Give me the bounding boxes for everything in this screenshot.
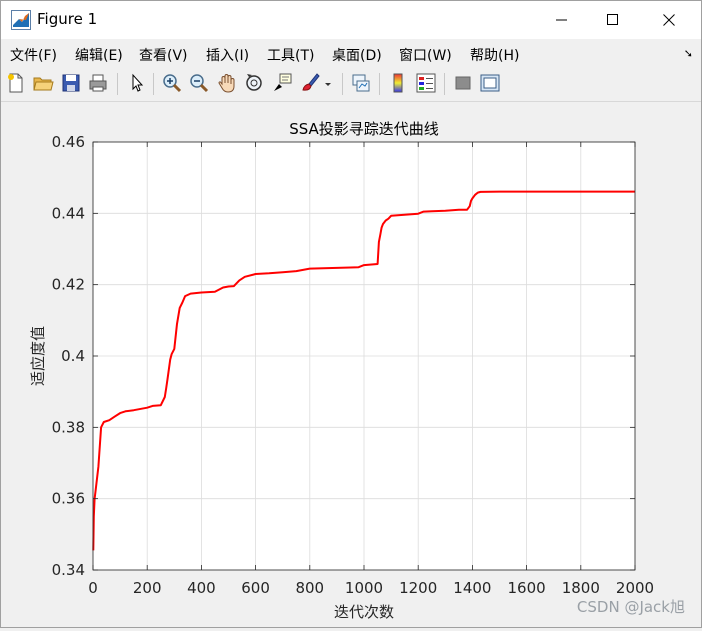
data-cursor-icon[interactable]: [271, 72, 293, 94]
window-title: Figure 1: [37, 10, 98, 28]
dock-arrow-icon[interactable]: ➘: [683, 47, 693, 60]
y-tick-label: 0.44: [52, 204, 85, 222]
menu-insert[interactable]: 插入(I): [206, 48, 250, 64]
series-line: [92, 190, 635, 551]
x-tick-label: 200: [133, 579, 162, 597]
x-axis-label: 迭代次数: [334, 603, 394, 621]
title-bar[interactable]: Figure 1: [1, 1, 701, 39]
print-icon[interactable]: [87, 72, 109, 94]
y-tick-label: 0.36: [52, 490, 85, 508]
toolbar-separator: [153, 73, 154, 95]
x-tick-label: 2000: [616, 579, 654, 597]
legend-icon[interactable]: [415, 72, 437, 94]
toolbar-separator: [444, 73, 445, 95]
x-tick-label: 1400: [453, 579, 491, 597]
minimize-button[interactable]: [539, 1, 585, 39]
toolbar-separator: [117, 73, 118, 95]
y-tick-label: 0.4: [61, 347, 85, 365]
x-tick-label: 1000: [345, 579, 383, 597]
matlab-logo-icon: [11, 10, 31, 30]
x-tick-label: 1200: [399, 579, 437, 597]
y-axis-label: 适应度值: [29, 326, 47, 386]
rotate-3d-icon[interactable]: [243, 72, 265, 94]
minimize-icon: [556, 19, 567, 21]
menu-file[interactable]: 文件(F): [10, 48, 57, 64]
y-tick-label: 0.46: [52, 133, 85, 151]
zoom-out-icon[interactable]: [188, 72, 210, 94]
close-button[interactable]: [646, 1, 692, 39]
menu-window[interactable]: 窗口(W): [399, 48, 452, 64]
new-figure-icon[interactable]: [5, 72, 27, 94]
maximize-button[interactable]: [590, 1, 636, 39]
figure-toolbar: [1, 67, 701, 102]
menu-edit[interactable]: 编辑(E): [75, 48, 123, 64]
pointer-icon[interactable]: [126, 72, 148, 94]
x-tick-label: 0: [88, 579, 98, 597]
x-tick-label: 1800: [562, 579, 600, 597]
figure-canvas[interactable]: 0 200 400 600 800 1000 1200 1400 1600 1800 2000 0.…: [1, 102, 701, 627]
x-tick-label: 600: [241, 579, 270, 597]
x-tick-label: 1600: [508, 579, 546, 597]
close-icon: [663, 14, 675, 26]
y-tick-label: 0.38: [52, 418, 85, 436]
show-plot-tools-icon[interactable]: [479, 72, 501, 94]
y-tick-labels: 0.34 0.36 0.38 0.4 0.42 0.44 0.46: [52, 133, 85, 579]
y-tick-label: 0.42: [52, 276, 85, 294]
menu-bar: 文件(F) 编辑(E) 查看(V) 插入(I) 工具(T) 桌面(D) 窗口(W…: [1, 39, 701, 67]
x-tick-label: 800: [295, 579, 324, 597]
toolbar-separator: [379, 73, 380, 95]
watermark: CSDN @Jack旭: [576, 598, 685, 616]
link-plot-icon[interactable]: [350, 72, 372, 94]
maximize-icon: [607, 14, 618, 25]
open-file-icon[interactable]: [32, 72, 54, 94]
save-icon[interactable]: [60, 72, 82, 94]
brush-dropdown-icon[interactable]: [323, 72, 333, 94]
zoom-in-icon[interactable]: [161, 72, 183, 94]
toolbar-separator: [342, 73, 343, 95]
menu-desktop[interactable]: 桌面(D): [332, 48, 382, 64]
line-chart[interactable]: 0 200 400 600 800 1000 1200 1400 1600 1800 2000 0.…: [1, 102, 701, 627]
y-tick-label: 0.34: [52, 561, 85, 579]
colorbar-icon[interactable]: [387, 72, 409, 94]
menu-help[interactable]: 帮助(H): [470, 48, 520, 64]
series-group: [92, 190, 635, 551]
menu-tools[interactable]: 工具(T): [267, 48, 315, 64]
brush-icon[interactable]: [299, 72, 321, 94]
chart-title: SSA投影寻踪迭代曲线: [289, 120, 439, 138]
hide-plot-tools-icon[interactable]: [452, 72, 474, 94]
tick-marks: [92, 141, 636, 571]
pan-hand-icon[interactable]: [216, 72, 238, 94]
x-tick-label: 400: [187, 579, 216, 597]
menu-view[interactable]: 查看(V): [139, 48, 188, 64]
x-tick-labels: 0 200 400 600 800 1000 1200 1400 1600 1800 2000: [88, 579, 654, 597]
